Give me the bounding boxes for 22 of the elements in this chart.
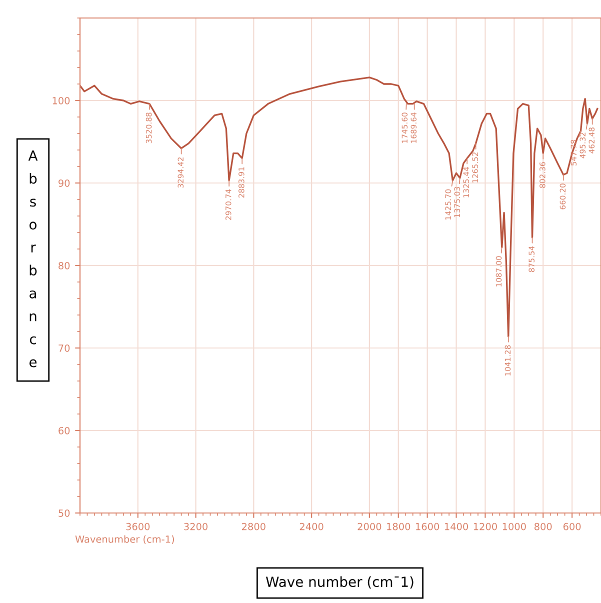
line-series (80, 76, 598, 338)
x-tick-label: 3200 (184, 522, 208, 530)
text: Absorbance (28, 150, 38, 368)
x-tick-label: 3600 (126, 522, 150, 530)
y-tick-label: 50 (58, 509, 70, 517)
x-tick-label: 2000 (358, 522, 382, 530)
y-tick-label: 80 (58, 262, 70, 270)
x-tick-label: 2800 (242, 522, 266, 530)
x-tick-label: 1400 (444, 522, 468, 530)
x-tick-label: 1200 (474, 522, 497, 530)
y-tick-label: 90 (58, 179, 70, 187)
x-tick-label: 800 (534, 522, 552, 530)
x-tick-label: 2400 (300, 522, 324, 530)
x-tick-label: 1000 (502, 522, 526, 530)
y-tick-label: 70 (58, 344, 70, 352)
x-tick-label: 1800 (387, 522, 410, 530)
x-tick-label: 600 (563, 522, 581, 530)
y-tick-label: 60 (58, 426, 70, 434)
x-axis-title: Wave number (cm¯1) (266, 576, 414, 589)
x-tick-label: 1600 (416, 522, 440, 530)
y-tick-label: 100 (52, 96, 70, 104)
text: Wavenumber (cm-1) (75, 535, 174, 544)
